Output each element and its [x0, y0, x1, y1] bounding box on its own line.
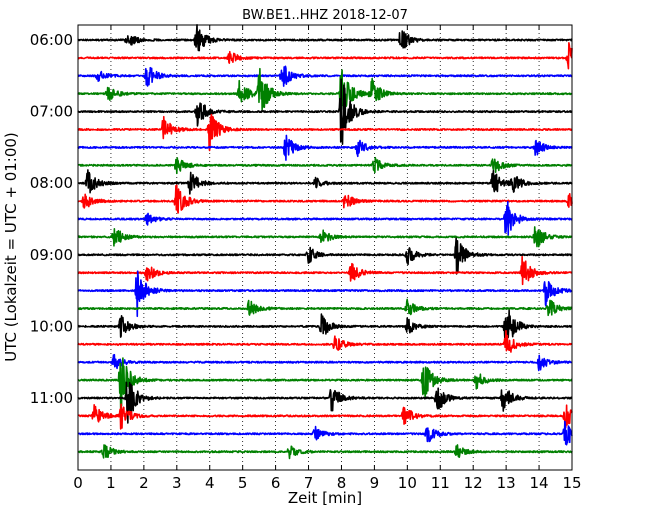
trace-row — [77, 134, 573, 161]
trace-row — [77, 357, 573, 409]
x-tick-label: 3 — [172, 474, 182, 492]
x-axis-label: Zeit [min] — [288, 489, 362, 507]
x-axis-ticks: 0 1 2 3 4 5 6 7 8 9 10 11 12 13 14 15 — [73, 25, 582, 492]
x-tick-label: 1 — [106, 474, 116, 492]
trace-row — [77, 255, 573, 286]
trace-row — [77, 237, 573, 275]
x-tick-label: 13 — [497, 474, 516, 492]
y-tick-label: 09:00 — [30, 246, 73, 264]
trace-row — [77, 381, 573, 424]
trace-row — [77, 226, 573, 248]
seismic-traces — [77, 24, 573, 460]
x-tick-label: 6 — [271, 474, 281, 492]
trace-row — [77, 309, 573, 347]
y-axis-label: UTC (Lokalzeit = UTC + 01:00) — [2, 132, 20, 362]
trace-row — [77, 270, 573, 318]
y-tick-label: 11:00 — [30, 389, 73, 407]
trace-row — [77, 200, 573, 236]
y-tick-label: 07:00 — [30, 103, 73, 121]
y-tick-label: 08:00 — [30, 174, 73, 192]
x-tick-label: 9 — [370, 474, 380, 492]
trace-row — [77, 78, 573, 145]
y-tick-label: 10:00 — [30, 317, 73, 335]
trace-row — [77, 184, 573, 214]
x-tick-label: 8 — [337, 474, 347, 492]
trace-row — [77, 67, 573, 118]
trace-row — [77, 156, 573, 175]
trace-row — [77, 65, 573, 87]
x-tick-label: 7 — [304, 474, 314, 492]
plot-frame — [77, 24, 573, 471]
trace-row — [77, 24, 573, 52]
x-tick-label: 0 — [73, 474, 83, 492]
trace-row — [77, 298, 573, 317]
trace-row — [77, 329, 573, 353]
x-tick-label: 5 — [238, 474, 248, 492]
trace-row — [77, 353, 573, 372]
chart-title: BW.BE1..HHZ 2018-12-07 — [242, 8, 408, 23]
x-tick-label: 2 — [139, 474, 149, 492]
trace-row — [77, 113, 573, 152]
x-tick-label: 11 — [431, 474, 450, 492]
y-tick-label: 06:00 — [30, 31, 73, 49]
x-tick-label: 4 — [205, 474, 215, 492]
trace-row — [77, 403, 573, 430]
x-tick-label: 12 — [464, 474, 483, 492]
trace-row — [77, 42, 573, 70]
x-tick-label: 10 — [398, 474, 417, 492]
y-axis-ticks: 06:00 07:00 08:00 09:00 10:00 11:00 — [30, 31, 572, 407]
trace-row — [77, 444, 573, 460]
trace-row — [77, 169, 573, 195]
x-tick-label: 15 — [562, 474, 581, 492]
x-tick-label: 14 — [530, 474, 549, 492]
plot-background — [78, 25, 572, 470]
trace-row — [77, 420, 573, 446]
